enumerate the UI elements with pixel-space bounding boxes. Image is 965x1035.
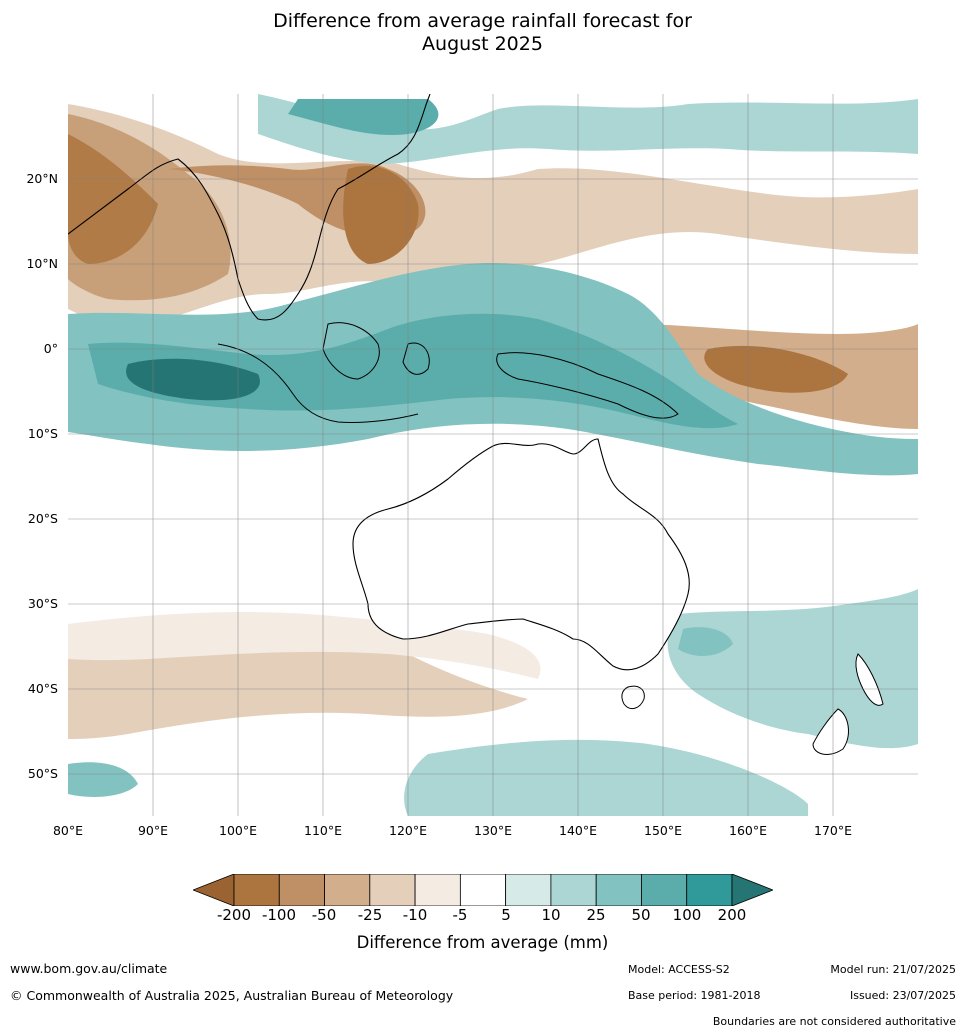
lat-label-10n: 10°N (26, 256, 58, 271)
wet-region-equatorial-core (88, 313, 738, 429)
graticule (68, 94, 918, 816)
colorbar-cell (641, 874, 688, 906)
dry-region-philippines (343, 165, 419, 264)
lon-label-140e: 140°E (558, 823, 598, 838)
lat-label-50s: 50°S (27, 766, 58, 781)
colorbar-tick: -10 (402, 906, 428, 924)
colorbar-tick: 25 (586, 906, 606, 924)
colorbar-label: Difference from average (mm) (356, 933, 609, 952)
wet-region-tasman (667, 589, 918, 749)
lon-label-170e: 170°E (813, 823, 853, 838)
colorbar-cell (278, 874, 325, 906)
australia-coastline (352, 438, 690, 671)
footer-url: www.bom.gov.au/climate (10, 961, 168, 976)
dry-region-india-core (68, 134, 158, 264)
colorbar-tick: 5 (501, 906, 511, 924)
lon-label-150e: 150°E (643, 823, 683, 838)
wet-region-southern-ocean (404, 739, 808, 816)
colorbar-cell (324, 874, 371, 906)
colorbar-tick: -50 (311, 906, 337, 924)
maritime-continent-islands (217, 322, 679, 423)
colorbar-arrow-low (193, 874, 235, 906)
title-line-2: August 2025 (422, 33, 543, 55)
lon-label-120e: 120°E (388, 823, 428, 838)
lon-label-160e: 160°E (728, 823, 768, 838)
colorbar-cell (369, 874, 416, 906)
colorbar-cell (686, 874, 733, 906)
wet-region-north-streak (258, 94, 918, 164)
lon-label-130e: 130°E (473, 823, 513, 838)
lon-label-90e: 90°E (137, 823, 169, 838)
wet-region-tasman-core (678, 627, 733, 656)
colorbar (193, 874, 773, 906)
footer-disclaimer: Boundaries are not considered authoritat… (712, 1015, 956, 1028)
colorbar-tick: -100 (261, 906, 297, 924)
lon-label-110e: 110°E (303, 823, 343, 838)
lat-label-10s: 10°S (27, 426, 58, 441)
title-line-1: Difference from average rainfall forecas… (273, 10, 692, 32)
colorbar-tick: -200 (216, 906, 252, 924)
footer-base-period: Base period: 1981-2018 (628, 989, 761, 1002)
dry-region-central-pacific-core (704, 345, 848, 393)
wet-region-indian-ocean-core (126, 358, 260, 401)
dry-region-southern-ocean (68, 636, 528, 739)
lat-label-0: 0° (43, 341, 58, 356)
colorbar-cell (233, 874, 280, 906)
footer-copyright: © Commonwealth of Australia 2025, Austra… (10, 988, 454, 1003)
colorbar-cell (550, 874, 597, 906)
colorbar-tick: -25 (357, 906, 383, 924)
lat-label-20s: 20°S (27, 511, 58, 526)
colorbar-tick: 50 (631, 906, 651, 924)
wet-region-sw-patch (68, 762, 138, 797)
colorbar-arrow-high (731, 874, 773, 906)
footer-model-run: Model run: 21/07/2025 (830, 963, 956, 976)
colorbar-tick: 10 (541, 906, 561, 924)
lon-label-100e: 100°E (218, 823, 258, 838)
map-title: Difference from average rainfall forecas… (0, 10, 965, 56)
colorbar-cell (459, 874, 507, 906)
tasmania-coastline (621, 685, 645, 710)
lat-label-40s: 40°S (27, 681, 58, 696)
wet-region-north-core (288, 99, 439, 135)
colorbar-cell (595, 874, 642, 906)
lat-label-20n: 20°N (26, 171, 58, 186)
asia-coastline (68, 94, 431, 321)
colorbar-cell (414, 874, 461, 906)
lat-label-30s: 30°S (27, 596, 58, 611)
lon-label-80e: 80°E (52, 823, 84, 838)
colorbar-cell (505, 874, 552, 906)
footer-model: Model: ACCESS-S2 (628, 963, 730, 976)
colorbar-tick: 200 (717, 906, 747, 924)
colorbar-tick: -5 (452, 906, 468, 924)
colorbar-tick: 100 (672, 906, 702, 924)
map-svg (68, 94, 918, 816)
footer-issued: Issued: 23/07/2025 (849, 989, 956, 1002)
rainfall-map (68, 94, 918, 816)
new-zealand-coastline (812, 653, 884, 755)
